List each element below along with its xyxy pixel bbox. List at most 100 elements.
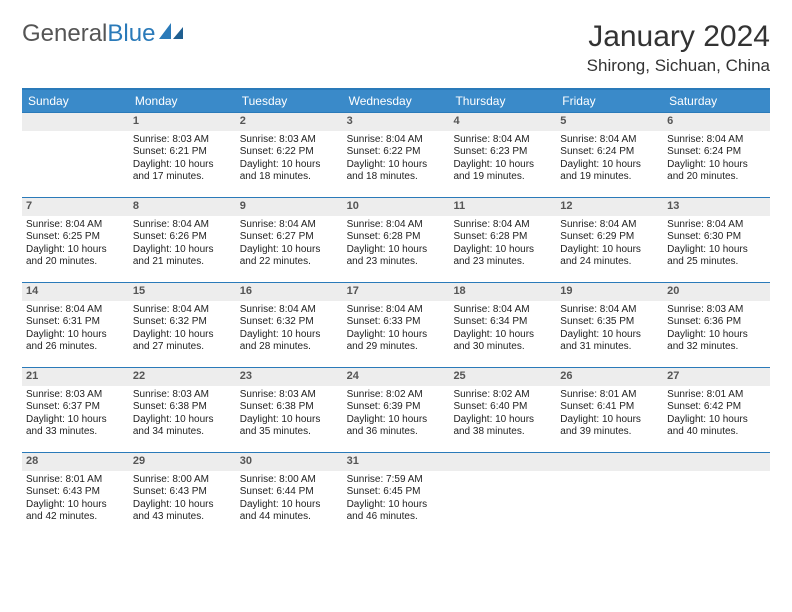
daylight-text: Daylight: 10 hours and 24 minutes. [560, 244, 659, 269]
day-number: 8 [129, 198, 236, 216]
day-info: Sunrise: 8:00 AMSunset: 6:44 PMDaylight:… [240, 474, 339, 524]
day-cell: 6 Sunrise: 8:04 AMSunset: 6:24 PMDaylight… [663, 113, 770, 197]
day-cell: 24Sunrise: 8:02 AMSunset: 6:39 PMDayligh… [343, 368, 450, 452]
sunset-text: Sunset: 6:29 PM [560, 231, 659, 244]
day-info: Sunrise: 8:03 AMSunset: 6:38 PMDaylight:… [133, 389, 232, 439]
sunset-text: Sunset: 6:43 PM [26, 486, 125, 499]
day-cell: 30Sunrise: 8:00 AMSunset: 6:44 PMDayligh… [236, 453, 343, 537]
sunrise-text: Sunrise: 8:04 AM [560, 304, 659, 317]
sunrise-text: Sunrise: 8:04 AM [133, 219, 232, 232]
day-info: Sunrise: 8:01 AMSunset: 6:42 PMDaylight:… [667, 389, 766, 439]
day-number: 15 [129, 283, 236, 301]
day-info: Sunrise: 8:04 AMSunset: 6:22 PMDaylight:… [347, 134, 446, 184]
sunset-text: Sunset: 6:33 PM [347, 316, 446, 329]
sunrise-text: Sunrise: 8:03 AM [240, 134, 339, 147]
daylight-text: Daylight: 10 hours and 22 minutes. [240, 244, 339, 269]
day-cell: 22Sunrise: 8:03 AMSunset: 6:38 PMDayligh… [129, 368, 236, 452]
day-info: Sunrise: 8:04 AMSunset: 6:32 PMDaylight:… [240, 304, 339, 354]
sunrise-text: Sunrise: 8:02 AM [453, 389, 552, 402]
daylight-text: Daylight: 10 hours and 36 minutes. [347, 414, 446, 439]
daylight-text: Daylight: 10 hours and 26 minutes. [26, 329, 125, 354]
sunrise-text: Sunrise: 8:04 AM [26, 219, 125, 232]
daylight-text: Daylight: 10 hours and 42 minutes. [26, 499, 125, 524]
day-number: 17 [343, 283, 450, 301]
day-info: Sunrise: 8:04 AMSunset: 6:28 PMDaylight:… [453, 219, 552, 269]
daylight-text: Daylight: 10 hours and 32 minutes. [667, 329, 766, 354]
day-info: Sunrise: 8:04 AMSunset: 6:29 PMDaylight:… [560, 219, 659, 269]
day-cell: 20 Sunrise: 8:03 AMSunset: 6:36 PMDayligh… [663, 283, 770, 367]
day-number: 11 [449, 198, 556, 216]
logo-text-1: General [22, 20, 107, 48]
day-info: Sunrise: 8:04 AMSunset: 6:28 PMDaylight:… [347, 219, 446, 269]
day-cell: 14Sunrise: 8:04 AMSunset: 6:31 PMDayligh… [22, 283, 129, 367]
sunset-text: Sunset: 6:22 PM [347, 146, 446, 159]
sunrise-text: Sunrise: 8:00 AM [240, 474, 339, 487]
sunrise-text: Sunrise: 8:03 AM [133, 134, 232, 147]
sunset-text: Sunset: 6:39 PM [347, 401, 446, 414]
sunrise-text: Sunrise: 7:59 AM [347, 474, 446, 487]
sunrise-text: Sunrise: 8:04 AM [453, 304, 552, 317]
week-row: 1Sunrise: 8:03 AMSunset: 6:21 PMDaylight… [22, 112, 770, 197]
logo-text-2: Blue [107, 20, 155, 48]
sunrise-text: Sunrise: 8:02 AM [347, 389, 446, 402]
sunrise-text: Sunrise: 8:04 AM [560, 134, 659, 147]
day-number [22, 113, 129, 131]
sunset-text: Sunset: 6:30 PM [667, 231, 766, 244]
day-info: Sunrise: 8:00 AMSunset: 6:43 PMDaylight:… [133, 474, 232, 524]
sunrise-text: Sunrise: 8:01 AM [667, 389, 766, 402]
day-number: 10 [343, 198, 450, 216]
weekday-header: Wednesday [343, 90, 450, 112]
day-cell: 13Sunrise: 8:04 AMSunset: 6:30 PMDayligh… [663, 198, 770, 282]
sunrise-text: Sunrise: 8:01 AM [26, 474, 125, 487]
day-info: Sunrise: 8:04 AMSunset: 6:23 PMDaylight:… [453, 134, 552, 184]
day-info: Sunrise: 8:04 AMSunset: 6:24 PMDaylight:… [667, 134, 766, 184]
day-cell: 3Sunrise: 8:04 AMSunset: 6:22 PMDaylight… [343, 113, 450, 197]
day-number: 31 [343, 453, 450, 471]
day-cell: 16Sunrise: 8:04 AMSunset: 6:32 PMDayligh… [236, 283, 343, 367]
day-cell: 5Sunrise: 8:04 AMSunset: 6:24 PMDaylight… [556, 113, 663, 197]
sunset-text: Sunset: 6:40 PM [453, 401, 552, 414]
sunrise-text: Sunrise: 8:03 AM [667, 304, 766, 317]
week-row: 14Sunrise: 8:04 AMSunset: 6:31 PMDayligh… [22, 282, 770, 367]
day-number: 2 [236, 113, 343, 131]
sunrise-text: Sunrise: 8:00 AM [133, 474, 232, 487]
sunset-text: Sunset: 6:42 PM [667, 401, 766, 414]
sunset-text: Sunset: 6:37 PM [26, 401, 125, 414]
sunset-text: Sunset: 6:26 PM [133, 231, 232, 244]
sunset-text: Sunset: 6:21 PM [133, 146, 232, 159]
daylight-text: Daylight: 10 hours and 30 minutes. [453, 329, 552, 354]
sunset-text: Sunset: 6:23 PM [453, 146, 552, 159]
day-info: Sunrise: 8:04 AMSunset: 6:30 PMDaylight:… [667, 219, 766, 269]
day-number: 23 [236, 368, 343, 386]
sunset-text: Sunset: 6:44 PM [240, 486, 339, 499]
weekday-header: Saturday [663, 90, 770, 112]
day-number: 27 [663, 368, 770, 386]
day-info: Sunrise: 8:02 AMSunset: 6:40 PMDaylight:… [453, 389, 552, 439]
day-cell: 28Sunrise: 8:01 AMSunset: 6:43 PMDayligh… [22, 453, 129, 537]
day-number: 21 [22, 368, 129, 386]
daylight-text: Daylight: 10 hours and 46 minutes. [347, 499, 446, 524]
sunset-text: Sunset: 6:31 PM [26, 316, 125, 329]
sunrise-text: Sunrise: 8:04 AM [667, 219, 766, 232]
sunrise-text: Sunrise: 8:04 AM [453, 134, 552, 147]
daylight-text: Daylight: 10 hours and 43 minutes. [133, 499, 232, 524]
day-number [556, 453, 663, 471]
daylight-text: Daylight: 10 hours and 33 minutes. [26, 414, 125, 439]
sunrise-text: Sunrise: 8:04 AM [453, 219, 552, 232]
daylight-text: Daylight: 10 hours and 18 minutes. [347, 159, 446, 184]
daylight-text: Daylight: 10 hours and 17 minutes. [133, 159, 232, 184]
sunset-text: Sunset: 6:35 PM [560, 316, 659, 329]
day-number: 6 [663, 113, 770, 131]
daylight-text: Daylight: 10 hours and 29 minutes. [347, 329, 446, 354]
day-cell: 12Sunrise: 8:04 AMSunset: 6:29 PMDayligh… [556, 198, 663, 282]
sunset-text: Sunset: 6:28 PM [453, 231, 552, 244]
day-cell: 31Sunrise: 7:59 AMSunset: 6:45 PMDayligh… [343, 453, 450, 537]
day-number [663, 453, 770, 471]
day-number: 20 [663, 283, 770, 301]
sunset-text: Sunset: 6:36 PM [667, 316, 766, 329]
sunrise-text: Sunrise: 8:04 AM [560, 219, 659, 232]
sunset-text: Sunset: 6:34 PM [453, 316, 552, 329]
day-cell: 15Sunrise: 8:04 AMSunset: 6:32 PMDayligh… [129, 283, 236, 367]
daylight-text: Daylight: 10 hours and 27 minutes. [133, 329, 232, 354]
day-cell: 4Sunrise: 8:04 AMSunset: 6:23 PMDaylight… [449, 113, 556, 197]
